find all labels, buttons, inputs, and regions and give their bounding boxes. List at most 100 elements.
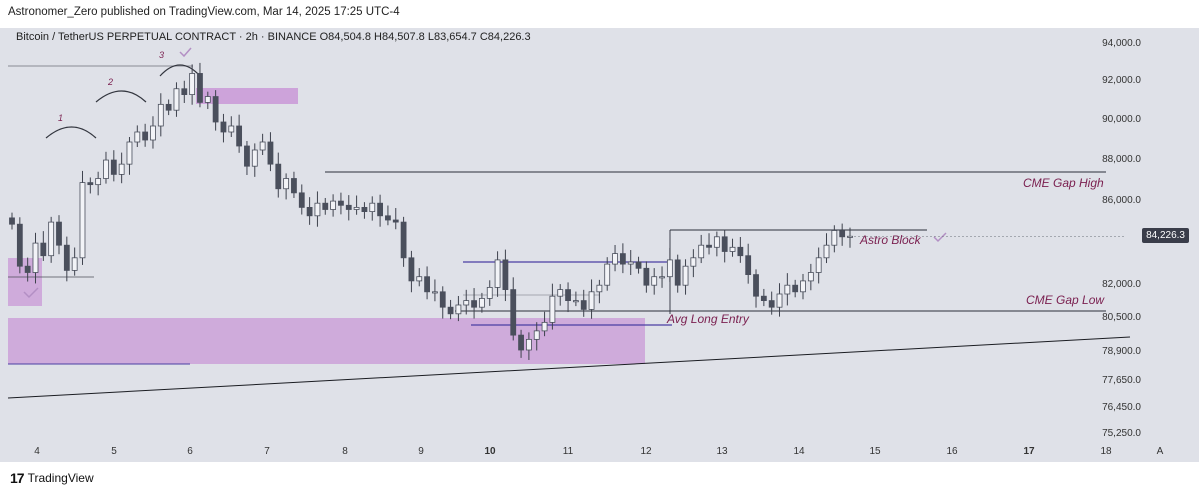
candle-body xyxy=(439,291,446,308)
candle-body xyxy=(400,221,407,259)
x-tick-label: 10 xyxy=(484,446,496,457)
cme-gap-high-label: CME Gap High xyxy=(1023,176,1104,190)
candle-body xyxy=(345,204,352,210)
candle-body xyxy=(103,159,109,179)
candle-body xyxy=(71,257,78,271)
y-tick-label: 86,000.0 xyxy=(1102,195,1141,206)
candle-body xyxy=(479,297,485,308)
candle-body xyxy=(361,206,368,212)
price-chart[interactable]: 1 2 3 CME Gap High Astro Block CME Gap L… xyxy=(0,28,1199,462)
candle-body xyxy=(737,246,744,257)
candle-body xyxy=(776,293,783,308)
candle-body xyxy=(580,300,587,310)
candle-body xyxy=(212,96,219,123)
candle-body xyxy=(283,178,290,190)
candle-body xyxy=(134,131,141,143)
candle-body xyxy=(322,202,329,210)
x-tick-label: 12 xyxy=(640,446,652,457)
candle-body xyxy=(619,253,626,265)
candle-body xyxy=(494,259,501,288)
y-tick-label: 92,000.0 xyxy=(1102,75,1141,86)
y-tick-label: 76,450.0 xyxy=(1102,402,1141,413)
candle-body xyxy=(173,88,180,111)
candle-body xyxy=(424,276,430,293)
candle-body xyxy=(236,125,243,147)
tradingview-logo-icon: 17 xyxy=(10,470,25,486)
candle-body xyxy=(48,221,55,257)
candle-body xyxy=(651,276,658,286)
candle-body xyxy=(666,259,673,278)
wave-arc-2 xyxy=(95,90,147,103)
candle-body xyxy=(432,291,438,294)
y-tick-label: 82,000.0 xyxy=(1102,279,1141,290)
candle-body xyxy=(87,182,94,186)
candle-body xyxy=(330,200,337,210)
candle-body xyxy=(768,300,775,308)
publish-caption: Astronomer_Zero published on TradingView… xyxy=(8,6,400,18)
candle-body xyxy=(165,103,172,111)
candle-body xyxy=(197,73,203,103)
candle-body xyxy=(486,286,493,299)
candle-body xyxy=(9,217,15,225)
candle-body xyxy=(110,159,117,175)
candle-body xyxy=(792,284,799,293)
candle-body xyxy=(588,291,595,310)
candle-body xyxy=(635,261,642,269)
y-axis: 94,000.0 92,000.0 90,000.0 88,000.0 86,000.0… xyxy=(1102,38,1141,439)
candle-body xyxy=(541,321,548,332)
supply-zone-top xyxy=(196,88,298,104)
candle-body xyxy=(32,242,39,273)
auto-scale-button[interactable]: A xyxy=(1157,446,1164,457)
x-tick-label: 5 xyxy=(111,446,117,457)
candle-body xyxy=(338,200,344,206)
candle-body xyxy=(471,300,477,308)
wave-label-2: 2 xyxy=(107,77,113,87)
candle-body xyxy=(56,221,62,246)
chart-area[interactable]: 1 2 3 CME Gap High Astro Block CME Gap L… xyxy=(0,28,1199,462)
candle-body xyxy=(839,230,846,238)
y-tick-label: 90,000.0 xyxy=(1102,114,1141,125)
x-tick-label: 16 xyxy=(946,446,958,457)
x-tick-label: 8 xyxy=(342,446,348,457)
candle-body xyxy=(79,182,86,259)
candle-body xyxy=(612,253,618,265)
candles-group xyxy=(9,62,1126,360)
avg-long-entry-label: Avg Long Entry xyxy=(666,312,750,326)
candle-body xyxy=(16,223,23,267)
candle-body xyxy=(557,289,564,297)
candle-body xyxy=(392,219,399,223)
candle-body xyxy=(807,272,814,282)
candle-body xyxy=(306,206,313,217)
candle-body xyxy=(275,163,282,190)
candle-body xyxy=(369,202,376,212)
candle-body xyxy=(815,257,822,273)
candle-body xyxy=(729,246,736,252)
wave-label-3: 3 xyxy=(159,50,164,60)
x-tick-label: 14 xyxy=(793,446,805,457)
x-tick-label: 15 xyxy=(869,446,881,457)
candle-body xyxy=(533,330,540,340)
y-tick-label: 78,900.0 xyxy=(1102,346,1141,357)
cme-gap-low-label: CME Gap Low xyxy=(1026,293,1105,307)
y-tick-label: 75,250.0 xyxy=(1102,428,1141,439)
candle-body xyxy=(745,255,752,275)
candle-body xyxy=(244,145,250,167)
candle-body xyxy=(831,230,838,246)
candle-body xyxy=(40,242,47,257)
candle-body xyxy=(314,202,321,217)
candle-body xyxy=(126,141,133,165)
wave-arc-3 xyxy=(159,64,201,77)
candle-body xyxy=(682,265,689,286)
x-tick-label: 13 xyxy=(716,446,728,457)
candle-body xyxy=(721,236,728,252)
candle-body xyxy=(510,289,517,336)
candle-body xyxy=(118,163,125,175)
wave-label-1: 1 xyxy=(58,113,63,123)
tradingview-footer[interactable]: 17 TradingView xyxy=(10,470,94,486)
candle-body xyxy=(267,141,274,165)
check-icon-left xyxy=(23,287,39,299)
candle-body xyxy=(674,259,681,286)
candle-body xyxy=(604,263,611,286)
candle-body xyxy=(298,192,305,208)
candle-body xyxy=(189,73,196,96)
